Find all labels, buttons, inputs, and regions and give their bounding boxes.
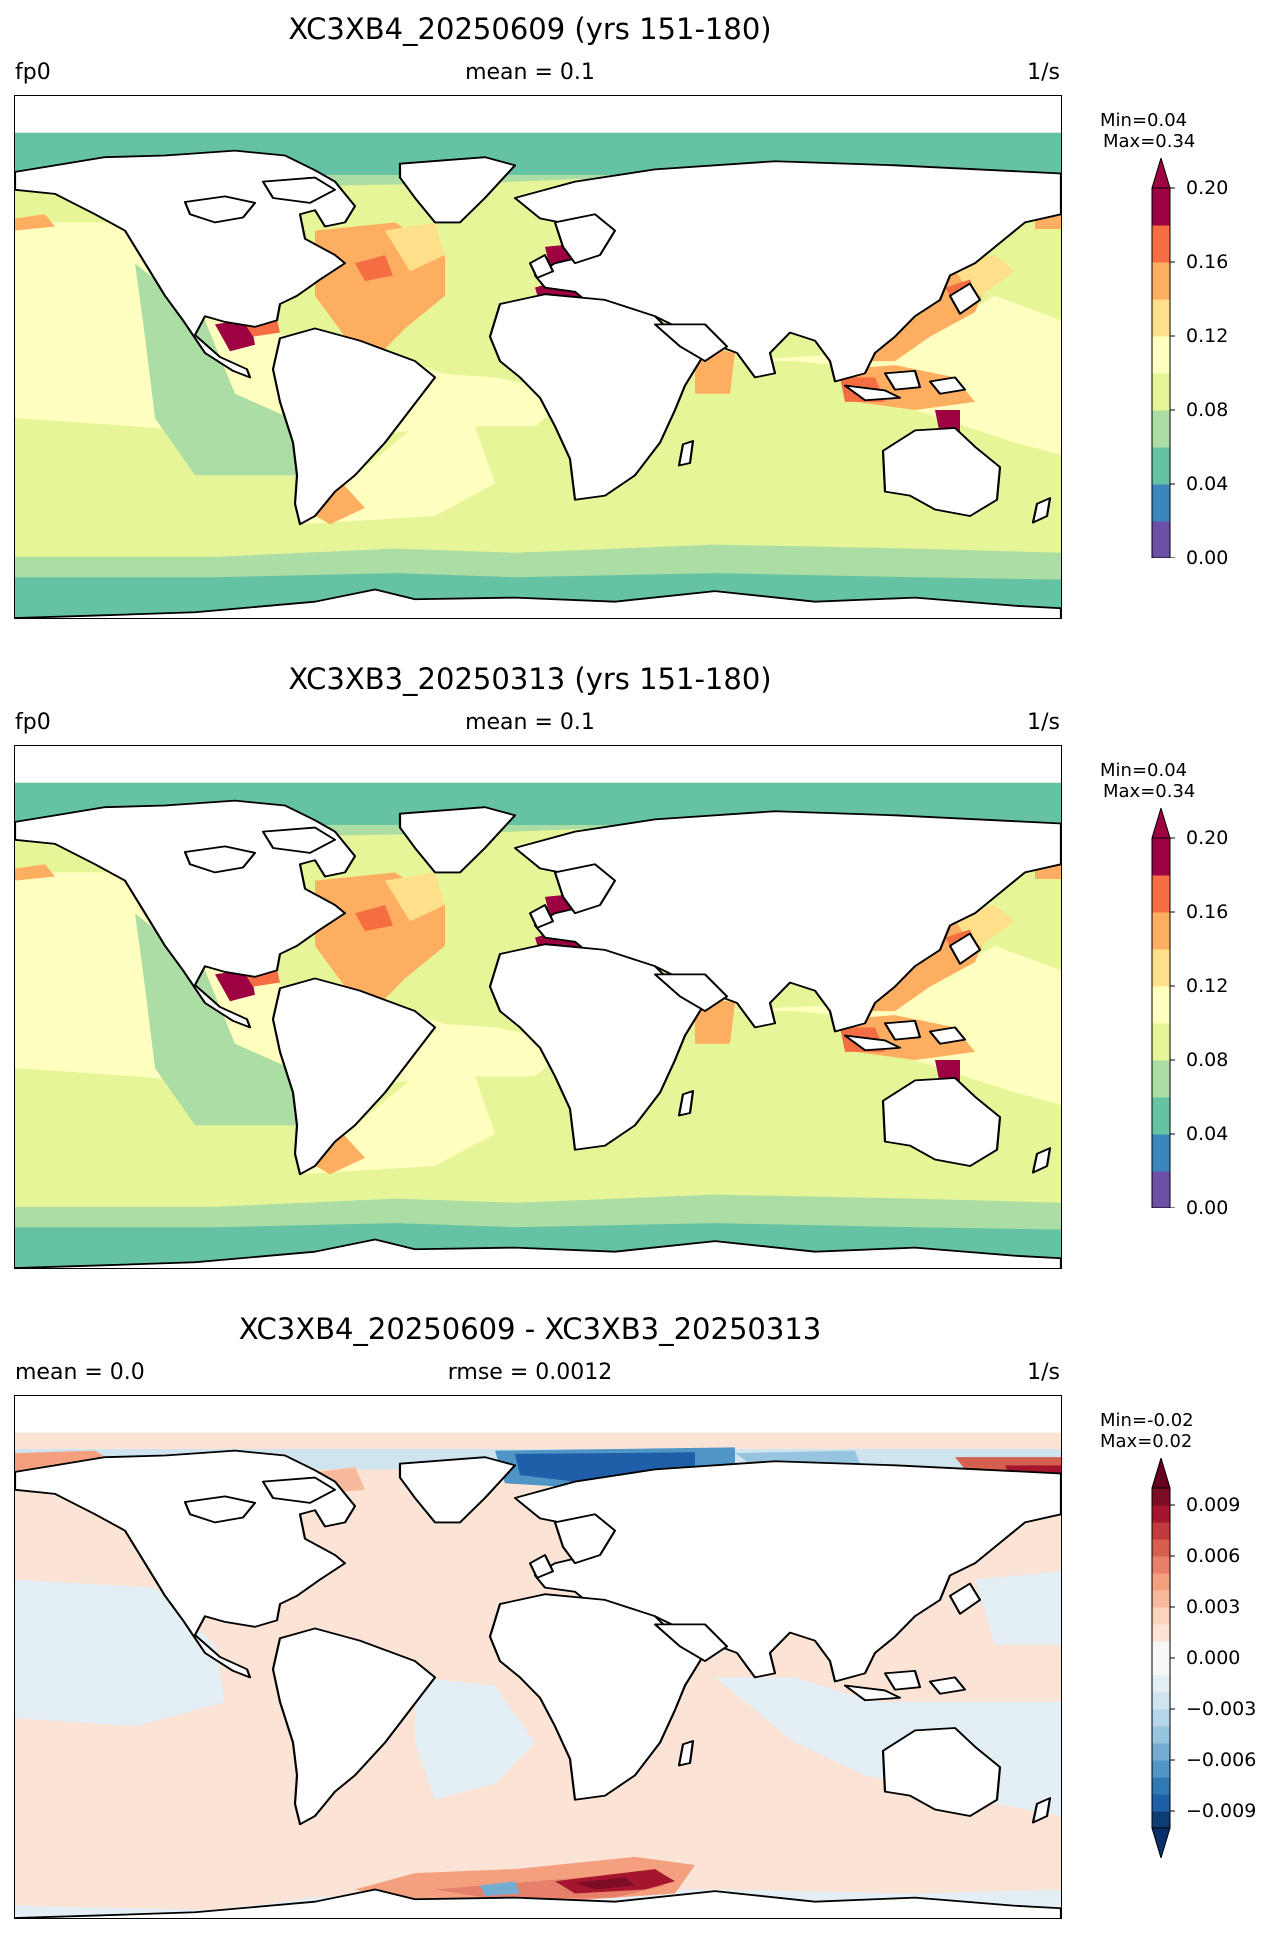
colorbar-segment xyxy=(1152,1556,1170,1574)
colorbar-tick-label: 0.08 xyxy=(1186,399,1229,421)
colorbar-segment xyxy=(1152,336,1170,374)
colorbar-segment xyxy=(1152,1675,1170,1693)
map-plot xyxy=(14,95,1062,619)
colorbar-segment xyxy=(1152,373,1170,411)
max-value: Max=0.34 xyxy=(1103,781,1196,802)
max-value: Max=0.02 xyxy=(1100,1431,1193,1452)
colorbar-segment xyxy=(1152,1171,1170,1208)
colorbar-segment xyxy=(1152,875,1170,913)
colorbar-segment xyxy=(1152,1573,1170,1591)
colorbar-segment xyxy=(1152,1097,1170,1135)
colorbar-segment xyxy=(1152,1060,1170,1098)
mean-label: mean = 0.0 xyxy=(15,1360,145,1385)
colorbar-segment xyxy=(1152,1505,1170,1523)
colorbar-segment xyxy=(1152,1794,1170,1812)
colorbar-segment xyxy=(1152,521,1170,558)
max-value: Max=0.34 xyxy=(1103,131,1196,152)
colorbar-tick-label: 0.000 xyxy=(1186,1647,1241,1669)
panel-title: XC3XB3_20250313 (yrs 151-180) xyxy=(288,662,772,696)
colorbar-tick-label: 0.20 xyxy=(1186,827,1229,849)
units-label: 1/s xyxy=(1027,60,1060,85)
colorbar-segment xyxy=(1152,1488,1170,1506)
colorbar-tick-label: 0.006 xyxy=(1186,1545,1241,1567)
colorbar-tick-label: 0.16 xyxy=(1186,251,1229,273)
colorbar-segment xyxy=(1152,1777,1170,1795)
rmse-label: rmse = 0.0012 xyxy=(447,1360,613,1385)
colorbar-tick-label: 0.003 xyxy=(1186,1596,1241,1618)
map-plot xyxy=(14,1395,1062,1919)
colorbar-segment xyxy=(1152,986,1170,1024)
min-value: Min=-0.02 xyxy=(1100,1410,1194,1431)
colorbar-tick-label: −0.003 xyxy=(1186,1698,1257,1720)
colorbar-segment xyxy=(1152,912,1170,950)
units-label: 1/s xyxy=(1027,710,1060,735)
colorbar-extend-min xyxy=(1151,1827,1171,1858)
mean-label: mean = 0.1 xyxy=(465,60,595,85)
colorbar-segment xyxy=(1152,1641,1170,1659)
colorbar-segment xyxy=(1152,1726,1170,1744)
colorbar xyxy=(1151,1458,1175,1858)
colorbar-tick-label: 0.00 xyxy=(1186,547,1229,569)
colorbar-segment xyxy=(1152,484,1170,522)
min-max-stats: Min=-0.02 Max=0.02 xyxy=(1100,1410,1240,1452)
colorbar-tick-label: 0.12 xyxy=(1186,325,1229,347)
colorbar-segment xyxy=(1152,1023,1170,1061)
min-max-stats: Min=0.04 Max=0.34 xyxy=(1100,760,1240,802)
colorbar-segment xyxy=(1152,1692,1170,1710)
colorbar-frame xyxy=(1151,187,1171,558)
colorbar-segment xyxy=(1152,1658,1170,1676)
colorbar-segment xyxy=(1152,262,1170,300)
variable-label: fp0 xyxy=(15,60,51,85)
colorbar-segment xyxy=(1152,1624,1170,1642)
colorbar-tick-label: 0.20 xyxy=(1186,177,1229,199)
colorbar-extend-max xyxy=(1151,808,1171,839)
units-label: 1/s xyxy=(1027,1360,1060,1385)
mean-label: mean = 0.1 xyxy=(465,710,595,735)
colorbar-tick-label: 0.04 xyxy=(1186,473,1229,495)
panel-title: XC3XB4_20250609 - XC3XB3_20250313 xyxy=(238,1312,822,1346)
colorbar-tick-label: −0.009 xyxy=(1186,1800,1257,1822)
colorbar-tick-label: 0.009 xyxy=(1186,1494,1241,1516)
colorbar-segment xyxy=(1152,1811,1170,1829)
colorbar xyxy=(1151,158,1175,558)
colorbar-segment xyxy=(1152,838,1170,876)
colorbar-tick-label: 0.12 xyxy=(1186,975,1229,997)
min-max-stats: Min=0.04 Max=0.34 xyxy=(1100,110,1240,152)
colorbar-extend-max xyxy=(1151,158,1171,189)
colorbar-segment xyxy=(1152,188,1170,226)
min-value: Min=0.04 xyxy=(1100,110,1188,131)
colorbar-tick-label: 0.00 xyxy=(1186,1197,1229,1219)
colorbar-tick-label: −0.006 xyxy=(1186,1749,1257,1771)
colorbar-extend-max xyxy=(1151,1458,1171,1489)
colorbar-segment xyxy=(1152,1607,1170,1625)
colorbar-frame xyxy=(1151,837,1171,1208)
map-plot xyxy=(14,745,1062,1269)
colorbar-segment xyxy=(1152,1760,1170,1778)
min-value: Min=0.04 xyxy=(1100,760,1188,781)
colorbar-segment xyxy=(1152,299,1170,337)
colorbar-segment xyxy=(1152,1590,1170,1608)
colorbar-segment xyxy=(1152,1743,1170,1761)
colorbar-tick-label: 0.04 xyxy=(1186,1123,1229,1145)
colorbar xyxy=(1151,808,1175,1208)
variable-label: fp0 xyxy=(15,710,51,735)
colorbar-segment xyxy=(1152,1539,1170,1557)
colorbar-segment xyxy=(1152,1709,1170,1727)
colorbar-segment xyxy=(1152,447,1170,485)
panel-title: XC3XB4_20250609 (yrs 151-180) xyxy=(288,12,772,46)
colorbar-tick-label: 0.08 xyxy=(1186,1049,1229,1071)
colorbar-tick-label: 0.16 xyxy=(1186,901,1229,923)
colorbar-segment xyxy=(1152,410,1170,448)
colorbar-segment xyxy=(1152,949,1170,987)
colorbar-segment xyxy=(1152,1522,1170,1540)
colorbar-segment xyxy=(1152,1134,1170,1172)
colorbar-segment xyxy=(1152,225,1170,263)
